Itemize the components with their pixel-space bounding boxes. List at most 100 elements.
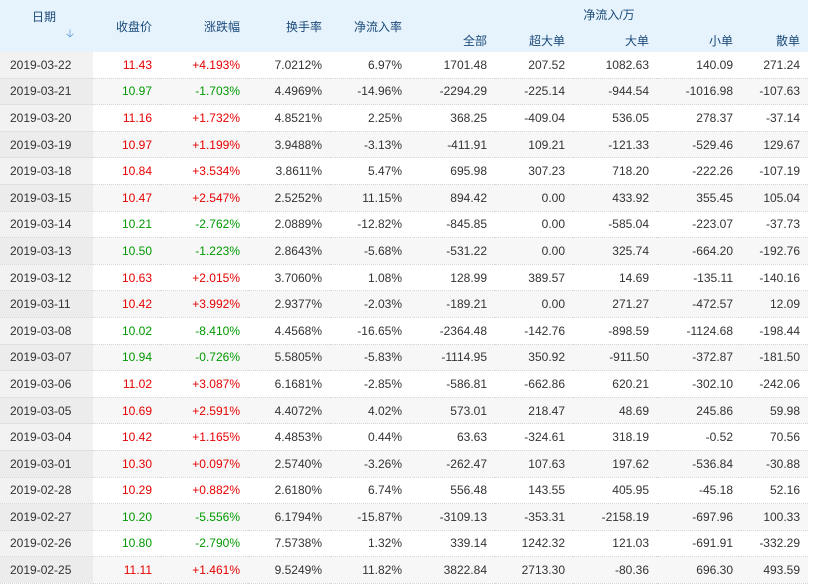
table-row: 2019-03-19 10.97 +1.199% 3.9488% -3.13% -411.… <box>0 131 809 159</box>
cell-close: 11.16 <box>93 104 160 132</box>
cell-change: +0.097% <box>160 450 248 478</box>
cell-net-large: 1082.63 <box>573 52 657 79</box>
cell-close: 10.63 <box>93 264 160 292</box>
sort-down-arrow-icon[interactable]: 🡣 <box>66 28 74 40</box>
cell-close: 10.30 <box>93 450 160 478</box>
cell-turnover: 5.5805% <box>248 344 330 372</box>
cell-close: 10.97 <box>93 78 160 106</box>
cell-net-retail: -242.06 <box>741 370 809 398</box>
cell-date: 2019-03-06 <box>0 370 93 398</box>
cell-net-retail: -37.73 <box>741 211 809 239</box>
cell-net-total: 573.01 <box>410 397 495 425</box>
cell-net-xlarge: -662.86 <box>495 370 573 398</box>
cell-net-small: -45.18 <box>657 477 741 505</box>
cell-net-total: -189.21 <box>410 290 495 318</box>
cell-net-xlarge: 307.23 <box>495 157 573 185</box>
cell-net-ratio: -2.85% <box>330 370 410 398</box>
cell-turnover: 2.5252% <box>248 184 330 212</box>
cell-net-total: 556.48 <box>410 477 495 505</box>
cell-net-total: -262.47 <box>410 450 495 478</box>
cell-close: 10.84 <box>93 157 160 185</box>
cell-net-ratio: 11.15% <box>330 184 410 212</box>
table-row: 2019-03-11 10.42 +3.992% 2.9377% -2.03% -189.… <box>0 290 809 318</box>
cell-net-ratio: 4.02% <box>330 397 410 425</box>
cell-date: 2019-03-05 <box>0 397 93 425</box>
cell-net-small: -697.96 <box>657 503 741 531</box>
col-header-date[interactable]: 日期 🡣 <box>0 0 93 52</box>
table-row: 2019-03-06 11.02 +3.087% 6.1681% -2.85% -586.… <box>0 370 809 398</box>
cell-net-large: -121.33 <box>573 131 657 159</box>
cell-net-retail: 129.67 <box>741 131 809 159</box>
cell-date: 2019-03-18 <box>0 157 93 185</box>
cell-net-ratio: -14.96% <box>330 78 410 106</box>
table-row: 2019-03-15 10.47 +2.547% 2.5252% 11.15% 894.4… <box>0 184 809 212</box>
cell-change: +1.732% <box>160 104 248 132</box>
cell-net-ratio: -5.83% <box>330 344 410 372</box>
cell-net-small: 245.86 <box>657 397 741 425</box>
cell-close: 10.02 <box>93 317 160 345</box>
col-label-date: 日期 <box>32 10 57 24</box>
cell-date: 2019-02-25 <box>0 556 93 584</box>
cell-net-total: 1701.48 <box>410 52 495 79</box>
cell-turnover: 3.9488% <box>248 131 330 159</box>
cell-turnover: 4.4853% <box>248 423 330 451</box>
cell-close: 11.43 <box>93 52 160 79</box>
cell-date: 2019-02-28 <box>0 477 93 505</box>
cell-change: +3.087% <box>160 370 248 398</box>
cell-net-small: -691.91 <box>657 530 741 558</box>
cell-net-xlarge: 0.00 <box>495 237 573 265</box>
cell-net-xlarge: -142.76 <box>495 317 573 345</box>
cell-change: +1.165% <box>160 423 248 451</box>
col-header-large[interactable]: 大单 <box>573 28 657 52</box>
cell-net-ratio: 1.32% <box>330 530 410 558</box>
cell-net-large: -2158.19 <box>573 503 657 531</box>
cell-change: +0.882% <box>160 477 248 505</box>
cell-turnover: 6.1681% <box>248 370 330 398</box>
cell-net-retail: 100.33 <box>741 503 809 531</box>
cell-net-large: 121.03 <box>573 530 657 558</box>
table-header: 日期🡣 收盘价 涨跌幅 换手率 净流入率 净流入/万 全部 超大单 大单 小单 … <box>0 0 809 52</box>
cell-close: 11.11 <box>93 556 160 584</box>
table-row: 2019-03-08 10.02 -8.410% 4.4568% -16.65% -236… <box>0 317 809 345</box>
table-row: 2019-03-05 10.69 +2.591% 4.4072% 4.02% 573.01… <box>0 397 809 425</box>
cell-net-ratio: -16.65% <box>330 317 410 345</box>
cell-net-small: -0.52 <box>657 423 741 451</box>
table-row: 2019-03-20 11.16 +1.732% 4.8521% 2.25% 368.25… <box>0 104 809 132</box>
cell-net-xlarge: 350.92 <box>495 344 573 372</box>
col-header-retail[interactable]: 散单 <box>741 28 809 52</box>
col-header-net-ratio[interactable]: 净流入率 <box>330 0 410 52</box>
col-header-close[interactable]: 收盘价 <box>93 0 160 52</box>
col-header-turnover[interactable]: 换手率 <box>248 0 330 52</box>
cell-net-ratio: -12.82% <box>330 211 410 239</box>
cell-net-xlarge: 109.21 <box>495 131 573 159</box>
cell-change: -2.790% <box>160 530 248 558</box>
cell-turnover: 3.8611% <box>248 157 330 185</box>
cell-turnover: 2.5740% <box>248 450 330 478</box>
cell-net-retail: -107.19 <box>741 157 809 185</box>
cell-net-small: -1124.68 <box>657 317 741 345</box>
col-header-small[interactable]: 小单 <box>657 28 741 52</box>
cell-close: 10.29 <box>93 477 160 505</box>
cell-net-retail: 493.59 <box>741 556 809 584</box>
cell-date: 2019-03-22 <box>0 52 93 79</box>
cell-change: -2.762% <box>160 211 248 239</box>
cell-close: 10.42 <box>93 290 160 318</box>
col-header-total[interactable]: 全部 <box>410 28 495 52</box>
cell-change: +2.547% <box>160 184 248 212</box>
cell-change: -5.556% <box>160 503 248 531</box>
cell-close: 10.97 <box>93 131 160 159</box>
cell-net-total: 339.14 <box>410 530 495 558</box>
cell-turnover: 2.6180% <box>248 477 330 505</box>
cell-net-xlarge: 143.55 <box>495 477 573 505</box>
cell-change: +4.193% <box>160 52 248 79</box>
cell-net-retail: 271.24 <box>741 52 809 79</box>
cell-date: 2019-03-04 <box>0 423 93 451</box>
col-header-xlarge[interactable]: 超大单 <box>495 28 573 52</box>
cell-turnover: 9.5249% <box>248 556 330 584</box>
cell-net-retail: -140.16 <box>741 264 809 292</box>
cell-net-xlarge: 1242.32 <box>495 530 573 558</box>
cell-net-xlarge: -353.31 <box>495 503 573 531</box>
col-header-change[interactable]: 涨跌幅 <box>160 0 248 52</box>
cell-net-ratio: -15.87% <box>330 503 410 531</box>
cell-net-total: -2294.29 <box>410 78 495 106</box>
